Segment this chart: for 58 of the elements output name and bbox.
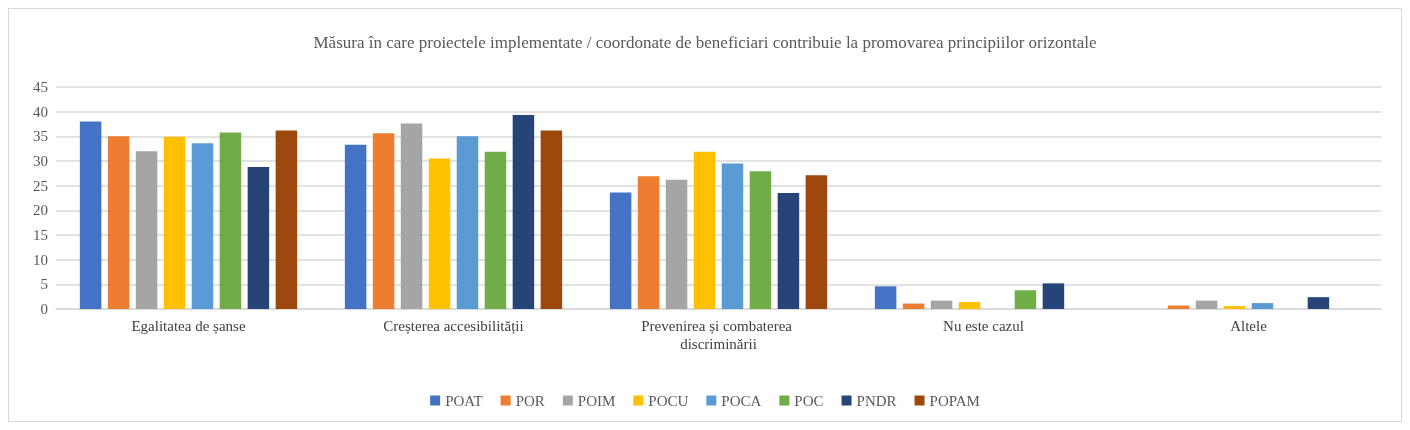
x-tick-label: Altele	[1230, 318, 1268, 334]
bar	[135, 151, 158, 309]
bar	[902, 303, 925, 309]
bar	[1251, 303, 1274, 309]
bar	[191, 143, 214, 309]
y-tick-label: 0	[40, 301, 48, 317]
y-tick-label: 25	[33, 177, 48, 194]
y-tick-label: 40	[33, 103, 48, 120]
bar	[275, 130, 298, 309]
bar	[721, 163, 744, 309]
bar	[219, 132, 242, 309]
bar	[247, 166, 270, 309]
bar	[805, 175, 828, 309]
legend-label: POCU	[648, 392, 689, 409]
bar	[79, 121, 102, 309]
y-tick-label: 30	[33, 153, 48, 169]
bar	[163, 136, 186, 309]
bar	[1223, 306, 1246, 309]
chart-title: Măsura în care proiectele implementate / coordonate de beneficiari contribuie la promovarea principiilor orizontale	[313, 33, 1097, 52]
legend-label: POAT	[445, 392, 483, 409]
y-tick-label: 15	[33, 227, 48, 243]
bar	[484, 151, 507, 309]
bar	[609, 192, 632, 309]
legend-label: POIM	[577, 392, 616, 409]
y-tick-label: 45	[33, 79, 48, 95]
y-tick-label: 20	[33, 202, 48, 219]
bar	[512, 115, 535, 309]
y-tick-label: 35	[33, 128, 48, 145]
x-tick-label: Creșterea accesibilității	[383, 318, 524, 335]
legend-label: POC	[794, 392, 824, 409]
x-tick-label: Nu este cazul	[943, 318, 1024, 334]
legend-label: POCA	[721, 392, 762, 409]
bar	[665, 179, 688, 309]
bar	[428, 158, 451, 309]
bar	[930, 300, 953, 309]
x-tick-label: Prevenirea și combaterea discriminării	[641, 318, 796, 352]
bar	[637, 176, 660, 309]
y-tick-label: 10	[33, 251, 48, 268]
bar	[400, 123, 423, 309]
bar	[456, 136, 479, 309]
bar	[749, 171, 772, 309]
bar	[1307, 297, 1330, 309]
bar	[1014, 290, 1037, 309]
bar	[777, 193, 800, 309]
bar	[344, 144, 367, 309]
x-tick-label: Egalitatea de șanse	[131, 318, 246, 335]
legend-label: PNDR	[856, 392, 897, 409]
bar	[874, 286, 897, 309]
bar	[1042, 283, 1065, 309]
bar	[958, 302, 981, 309]
bar	[372, 133, 395, 309]
legend-label: POR	[515, 392, 545, 409]
legend-label: POPAM	[929, 392, 980, 409]
bar	[540, 130, 563, 309]
bar	[1195, 300, 1218, 309]
bar	[107, 136, 130, 309]
bar	[693, 151, 716, 309]
y-tick-label: 5	[40, 276, 48, 293]
